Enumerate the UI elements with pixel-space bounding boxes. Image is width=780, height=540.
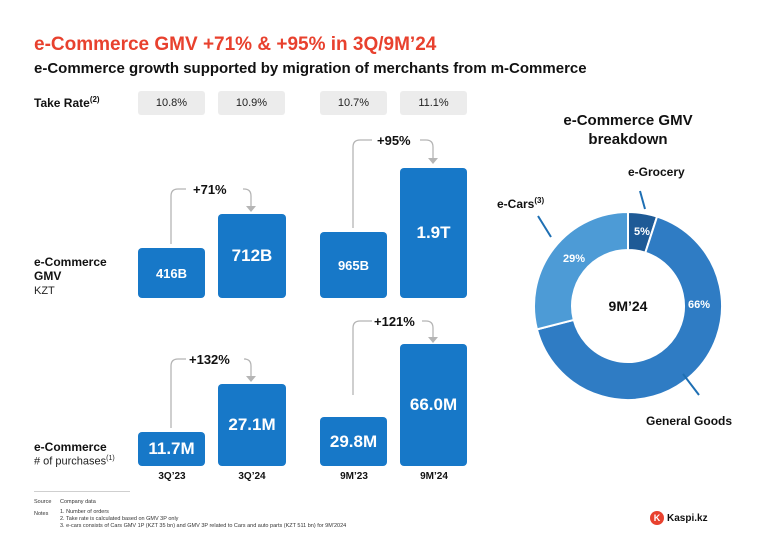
- footnote: 3. e-cars consists of Cars GMV 1P (KZT 3…: [60, 523, 347, 529]
- gmv-row-label-line1: e-Commerce: [34, 255, 107, 269]
- bar-purchases-9m24: 66.0M: [400, 344, 467, 466]
- bar-gmv-9m24: 1.9T: [400, 168, 467, 298]
- bar-purchases-9m23: 29.8M: [320, 417, 387, 466]
- take-rate-pill: 10.7%: [320, 91, 387, 115]
- take-rate-note: (2): [89, 95, 100, 104]
- take-rate-label: Take Rate(2): [34, 95, 100, 110]
- leader-line: [682, 373, 700, 396]
- purchases-row-sub: # of purchases(1): [34, 455, 115, 468]
- growth-label: +132%: [189, 352, 230, 367]
- bar-gmv-9m23: 965B: [320, 232, 387, 298]
- gmv-row-label-line2: GMV: [34, 269, 62, 283]
- footnote: 1. Number of orders: [60, 509, 109, 515]
- category-label: e-Cars(3): [497, 196, 544, 211]
- brand-logo: K Kaspi.kz: [650, 511, 708, 525]
- take-rate-pill: 11.1%: [400, 91, 467, 115]
- brand-name: Kaspi.kz: [667, 512, 708, 524]
- bar-purchases-3q23: 11.7M: [138, 432, 205, 466]
- page-subtitle: e-Commerce growth supported by migration…: [34, 60, 587, 77]
- donut-slice-general-goods: [535, 215, 723, 401]
- leader-lines: [537, 190, 700, 396]
- growth-label: +95%: [377, 133, 411, 148]
- period-label: 9M’23: [340, 471, 368, 482]
- slice-label: 29%: [563, 253, 586, 265]
- footnote: 2. Take rate is calculated based on GMV …: [60, 516, 179, 522]
- gmv-row-unit: KZT: [34, 285, 55, 297]
- growth-label: +121%: [374, 314, 415, 329]
- period-label: 3Q’24: [238, 471, 266, 482]
- source-text: Company data: [60, 499, 96, 505]
- leader-line: [639, 190, 646, 210]
- take-rate-pill: 10.8%: [138, 91, 205, 115]
- slice-label: 66%: [688, 299, 711, 311]
- take-rate-pill: 10.9%: [218, 91, 285, 115]
- slice-label: 5%: [634, 226, 650, 238]
- growth-label: +71%: [193, 182, 227, 197]
- period-label: 9M’24: [420, 471, 448, 482]
- bar-purchases-3q24: 27.1M: [218, 384, 286, 466]
- gmv-row-label: e-Commerce GMV: [34, 255, 107, 283]
- period-label: 3Q’23: [158, 471, 186, 482]
- bar-gmv-3q23: 416B: [138, 248, 205, 298]
- kaspi-logo-icon: K: [650, 511, 664, 525]
- notes-label: Notes: [34, 511, 49, 517]
- donut-center-label: 9M’24: [608, 298, 648, 314]
- purchases-row-label: e-Commerce: [34, 440, 107, 454]
- cars-note: (3): [534, 196, 545, 205]
- donut-slices: [533, 210, 723, 401]
- leader-line: [537, 215, 552, 238]
- donut-slice-e-cars: [533, 210, 629, 331]
- footer-divider: [34, 491, 130, 492]
- category-label: General Goods: [646, 414, 733, 428]
- bar-gmv-3q24: 712B: [218, 214, 286, 298]
- take-rate-label-text: Take Rate: [34, 96, 90, 110]
- donut-title: e-Commerce GMV breakdown: [563, 112, 693, 148]
- purchases-row-note: (1): [106, 455, 115, 462]
- purchases-row-sub-text: # of purchases: [34, 455, 107, 468]
- category-label: e-Grocery: [628, 165, 685, 179]
- page-title: e-Commerce GMV +71% & +95% in 3Q/9M’24: [34, 34, 437, 55]
- source-label: Source: [34, 499, 52, 505]
- category-label-text: e-Cars: [497, 197, 535, 211]
